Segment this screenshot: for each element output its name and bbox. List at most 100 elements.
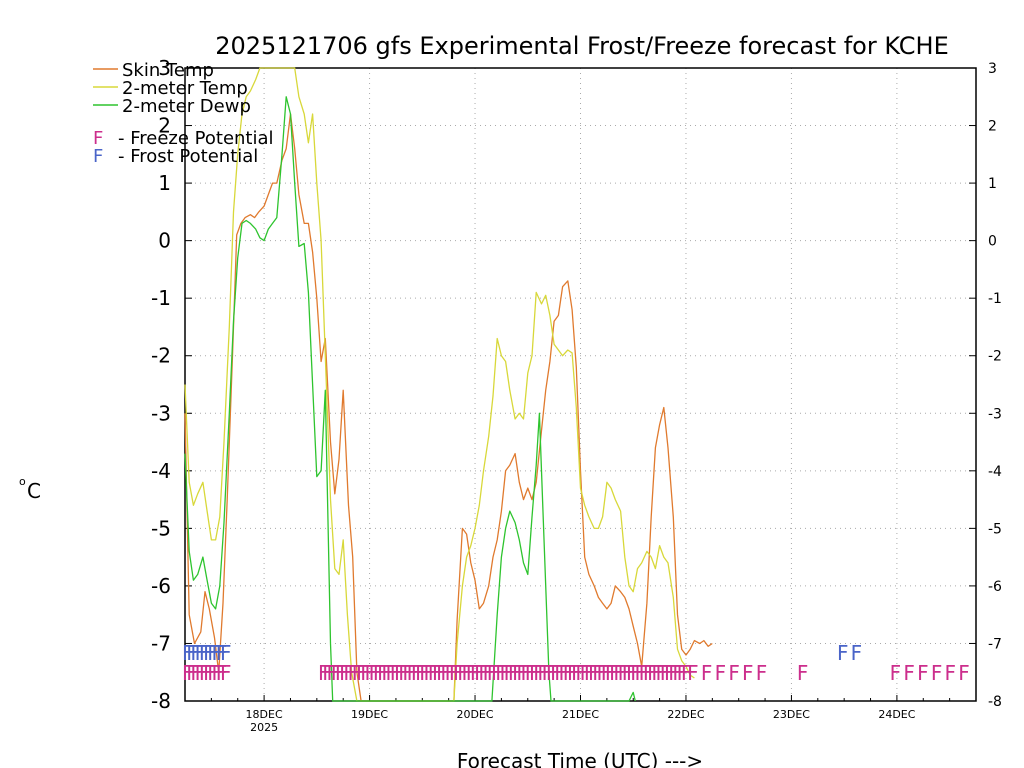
grid-lines bbox=[185, 68, 976, 701]
freeze-potential-marker: F bbox=[668, 661, 680, 685]
freeze-potential-marker: F bbox=[343, 661, 355, 685]
frost-potential-marker: F bbox=[212, 641, 224, 665]
freeze-potential-marker: F bbox=[478, 661, 490, 685]
freeze-potential-marker: F bbox=[402, 661, 414, 685]
freeze-potential-marker: F bbox=[461, 661, 473, 685]
freeze-potential-marker: F bbox=[491, 661, 503, 685]
frost-potential-marker: F bbox=[195, 641, 207, 665]
frost-potential-marker: F bbox=[851, 641, 863, 665]
freeze-potential-marker: F bbox=[525, 661, 537, 685]
freeze-potential-marker: F bbox=[364, 661, 376, 685]
freeze-potential-marker: F bbox=[398, 661, 410, 685]
freeze-potential-marker: F bbox=[728, 661, 740, 685]
freeze-potential-marker: F bbox=[419, 661, 431, 685]
freeze-potential-marker: F bbox=[742, 661, 754, 685]
y-tick-label-right: 1 bbox=[988, 176, 997, 192]
legend-2m-temp: 2-meter Temp bbox=[122, 78, 248, 99]
y-tick-label-left: 3 bbox=[158, 56, 171, 80]
freeze-potential-marker: F bbox=[182, 661, 194, 685]
y-tick-label-left: -2 bbox=[151, 344, 171, 368]
freeze-potential-marker: F bbox=[377, 661, 389, 685]
freeze-potential-marker: F bbox=[559, 661, 571, 685]
freeze-potential-marker: F bbox=[445, 661, 457, 685]
series-skin-temp bbox=[184, 113, 713, 702]
y-tick-label-right: -7 bbox=[988, 636, 1002, 652]
freeze-potential-marker: F bbox=[521, 661, 533, 685]
legend-frost-text: - Frost Potential bbox=[118, 146, 258, 167]
y-tick-label-left: -1 bbox=[151, 286, 171, 310]
freeze-potential-marker: F bbox=[701, 661, 713, 685]
freeze-potential-marker: F bbox=[186, 661, 198, 685]
frost-potential-marker: F bbox=[203, 641, 215, 665]
x-tick-label: 22DEC bbox=[667, 708, 704, 721]
freeze-potential-marker: F bbox=[672, 661, 684, 685]
freeze-potential-marker: F bbox=[575, 661, 587, 685]
x-tick-label: 24DEC bbox=[878, 708, 915, 721]
freeze-potential-marker: F bbox=[216, 661, 228, 685]
freeze-potential-marker: F bbox=[643, 661, 655, 685]
series-lines bbox=[184, 67, 713, 702]
freeze-potential-marker: F bbox=[630, 661, 642, 685]
freeze-potential-marker: F bbox=[322, 661, 334, 685]
freeze-potential-marker: F bbox=[432, 661, 444, 685]
freeze-potential-marker: F bbox=[424, 661, 436, 685]
freeze-potential-marker: F bbox=[508, 661, 520, 685]
freeze-potential-marker: F bbox=[339, 661, 351, 685]
frost-potential-marker: F bbox=[182, 641, 194, 665]
y-tick-label-right: -1 bbox=[988, 291, 1002, 307]
freeze-potential-marker: F bbox=[605, 661, 617, 685]
y-tick-label-right: 3 bbox=[988, 61, 997, 77]
y-tick-label-left: -6 bbox=[151, 574, 171, 598]
freeze-potential-marker: F bbox=[390, 661, 402, 685]
freeze-potential-marker: F bbox=[945, 661, 957, 685]
y-tick-label-left: -4 bbox=[151, 459, 171, 483]
freeze-potential-marker: F bbox=[512, 661, 524, 685]
chart-title: 2025121706 gfs Experimental Frost/Freeze… bbox=[215, 32, 949, 60]
plot-frame bbox=[184, 67, 977, 702]
freeze-potential-marker: F bbox=[487, 661, 499, 685]
freeze-potential-marker: F bbox=[567, 661, 579, 685]
y-tick-label-right: -3 bbox=[988, 406, 1002, 422]
freeze-potential-marker: F bbox=[466, 661, 478, 685]
freeze-potential-marker: F bbox=[212, 661, 224, 685]
freeze-potential-marker: F bbox=[797, 661, 809, 685]
freeze-potential-marker: F bbox=[352, 661, 364, 685]
freeze-potential-marker: F bbox=[584, 661, 596, 685]
frost-potential-marker: F bbox=[186, 641, 198, 665]
freeze-potential-marker: F bbox=[360, 661, 372, 685]
freeze-potential-marker: F bbox=[546, 661, 558, 685]
freeze-potential-marker: F bbox=[394, 661, 406, 685]
freeze-potential-marker: F bbox=[571, 661, 583, 685]
freeze-potential-marker: F bbox=[681, 661, 693, 685]
y-tick-label-right: -8 bbox=[988, 694, 1002, 710]
freeze-potential-marker: F bbox=[664, 661, 676, 685]
freeze-potential-marker: F bbox=[381, 661, 393, 685]
y-axis-left: -8 -7 -6 -5 -4 -3 -2 -1 0 1 2 3 bbox=[151, 56, 192, 713]
freeze-potential-marker: F bbox=[203, 661, 215, 685]
freeze-potential-marker: F bbox=[474, 661, 486, 685]
freeze-potential-marker: F bbox=[516, 661, 528, 685]
y-tick-label-left: -7 bbox=[151, 631, 171, 655]
freeze-potential-marker: F bbox=[318, 661, 330, 685]
freeze-potential-marker: F bbox=[369, 661, 381, 685]
x-tick-label: 19DEC bbox=[351, 708, 388, 721]
y-tick-label-left: -3 bbox=[151, 401, 171, 425]
freeze-potential-marker: F bbox=[554, 661, 566, 685]
freeze-potential-marker: F bbox=[542, 661, 554, 685]
freeze-potential-marker: F bbox=[622, 661, 634, 685]
freeze-potential-marker: F bbox=[626, 661, 638, 685]
x-tick-label: 18DEC bbox=[246, 708, 283, 721]
freeze-potential-marker: F bbox=[634, 661, 646, 685]
x-tick-label: 21DEC bbox=[562, 708, 599, 721]
freeze-potential-marker: F bbox=[890, 661, 902, 685]
freeze-potential-marker: F bbox=[504, 661, 516, 685]
freeze-potential-marker: F bbox=[326, 661, 338, 685]
freeze-potential-marker: F bbox=[195, 661, 207, 685]
x-tick-sublabel: 2025 bbox=[250, 721, 278, 734]
y-tick-label-right: 0 bbox=[988, 234, 997, 250]
y-axis-right: -8 -7 -6 -5 -4 -3 -2 -1 0 1 2 3 bbox=[969, 61, 1002, 710]
freeze-potential-marker: F bbox=[220, 661, 232, 685]
series-2m-dewp bbox=[184, 96, 636, 702]
